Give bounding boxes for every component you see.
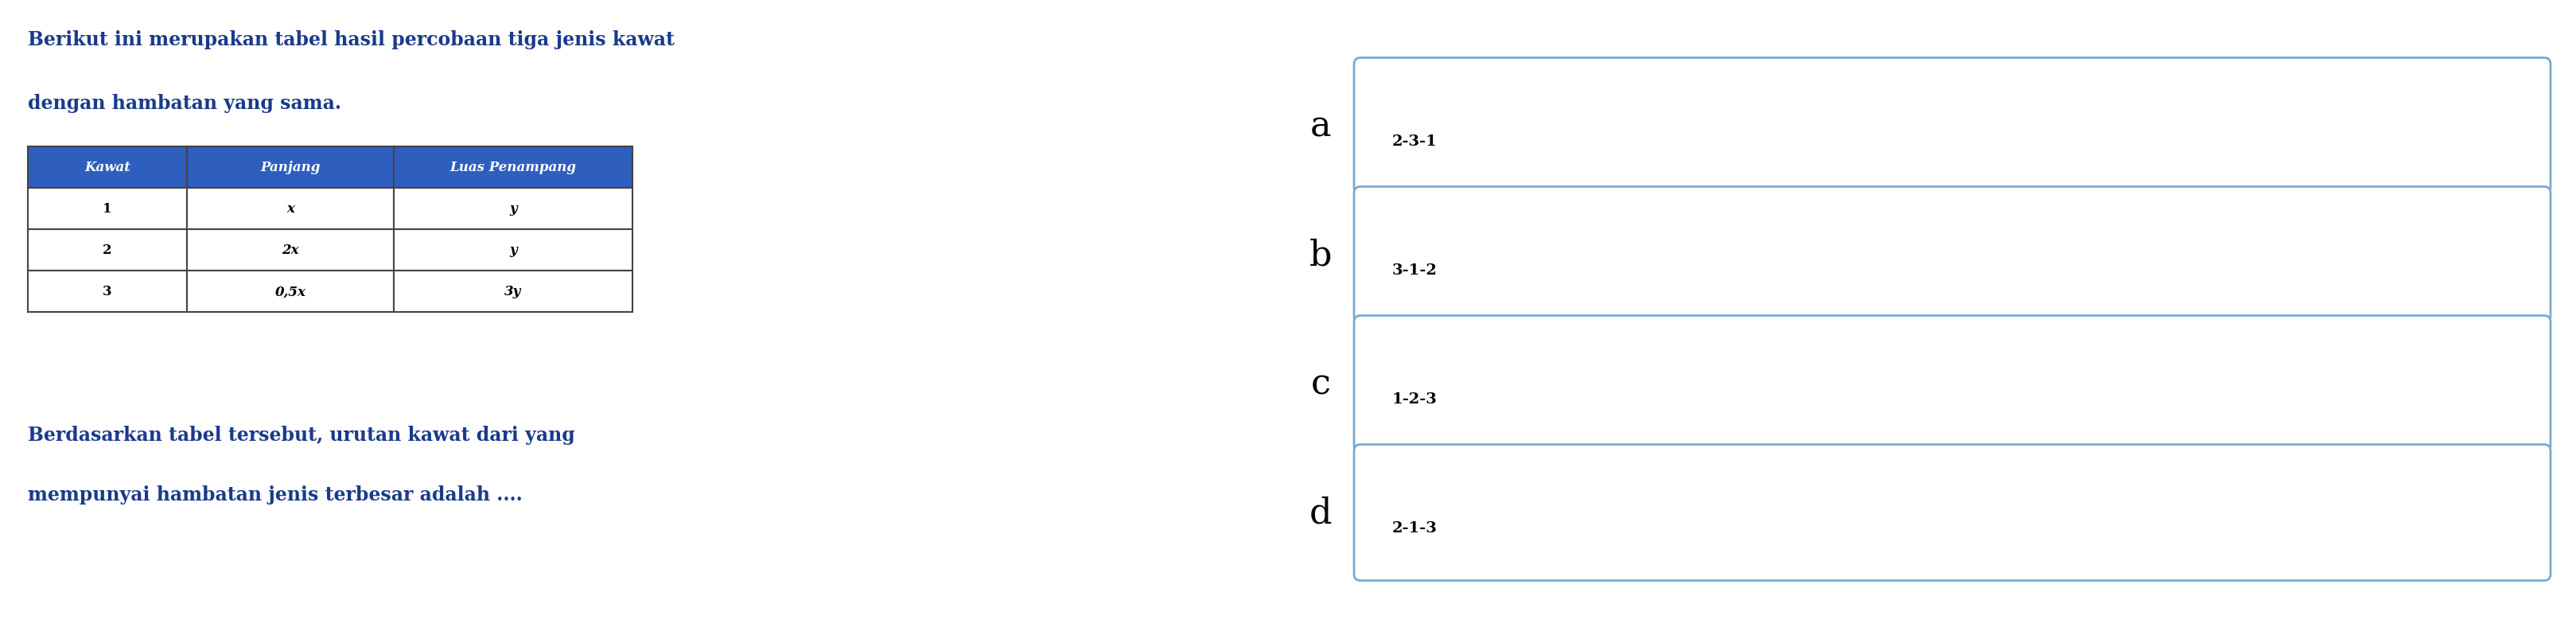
Bar	[188, 229, 394, 271]
FancyBboxPatch shape	[1355, 445, 2550, 581]
Bar	[394, 271, 634, 312]
Text: 2-3-1: 2-3-1	[1391, 134, 1437, 148]
Text: c: c	[1311, 367, 1332, 401]
Text: 2-1-3: 2-1-3	[1391, 520, 1437, 535]
FancyBboxPatch shape	[1355, 58, 2550, 194]
Bar	[188, 147, 394, 189]
Bar	[28, 147, 188, 189]
Bar	[394, 189, 634, 229]
Text: d: d	[1309, 495, 1332, 530]
Text: 2: 2	[103, 243, 111, 257]
Text: 1: 1	[103, 203, 111, 216]
Text: y: y	[510, 203, 518, 216]
Text: 3-1-2: 3-1-2	[1391, 263, 1437, 277]
Text: Luas Penampang: Luas Penampang	[451, 161, 577, 174]
Bar	[394, 229, 634, 271]
Text: Kawat: Kawat	[85, 161, 131, 174]
FancyBboxPatch shape	[1355, 316, 2550, 452]
Text: Panjang: Panjang	[260, 161, 319, 174]
Bar	[188, 271, 394, 312]
Text: x: x	[286, 203, 294, 216]
Text: dengan hambatan yang sama.: dengan hambatan yang sama.	[28, 94, 340, 113]
Bar	[188, 189, 394, 229]
Bar	[28, 189, 188, 229]
Text: Berdasarkan tabel tersebut, urutan kawat dari yang: Berdasarkan tabel tersebut, urutan kawat…	[28, 425, 574, 444]
FancyBboxPatch shape	[1355, 187, 2550, 323]
Text: mempunyai hambatan jenis terbesar adalah ....: mempunyai hambatan jenis terbesar adalah…	[28, 485, 523, 504]
Bar	[394, 147, 634, 189]
Text: 0,5x: 0,5x	[276, 285, 307, 298]
Text: b: b	[1309, 238, 1332, 272]
Text: a: a	[1311, 109, 1332, 144]
Bar	[28, 271, 188, 312]
Text: 3: 3	[103, 285, 111, 298]
Text: 2x: 2x	[281, 243, 299, 257]
Text: Berikut ini merupakan tabel hasil percobaan tiga jenis kawat: Berikut ini merupakan tabel hasil percob…	[28, 30, 675, 49]
Text: 3y: 3y	[505, 285, 520, 298]
Text: y: y	[510, 243, 518, 257]
Text: 1-2-3: 1-2-3	[1391, 392, 1437, 406]
Bar	[28, 229, 188, 271]
